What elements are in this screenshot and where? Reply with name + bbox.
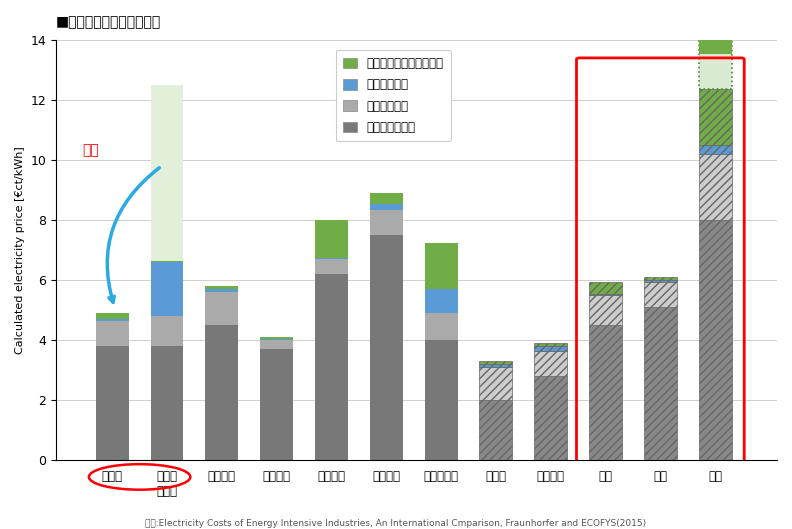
FancyBboxPatch shape [699,39,732,89]
Bar [370,193,403,204]
Bar [699,89,732,145]
Bar [699,154,732,220]
Bar [589,325,622,460]
Bar [479,400,512,460]
Bar [205,289,238,292]
Bar [644,277,677,280]
Bar [150,261,184,262]
Bar [589,295,622,325]
Bar [699,220,732,460]
Bar [96,346,128,460]
Bar [589,294,622,295]
Bar [644,307,677,460]
Legend: 再エネと環境関連賦課金, 税金と課徴金, 送配電コスト, 燃料調達コスト: 再エネと環境関連賦課金, 税金と課徴金, 送配電コスト, 燃料調達コスト [336,50,451,141]
Bar [205,286,238,289]
Bar [425,340,458,460]
Bar [479,364,512,367]
Bar [370,204,403,209]
Bar [535,351,567,376]
Bar [479,361,512,364]
Bar [261,340,293,349]
Bar [315,220,348,258]
Bar [370,235,403,460]
Bar [535,346,567,351]
Bar [315,274,348,460]
Bar [96,321,128,346]
Bar [644,280,677,281]
Bar [261,339,293,340]
Bar [205,325,238,460]
Bar [644,281,677,307]
Bar [150,85,184,460]
Bar [699,145,732,154]
Bar [425,243,458,289]
Bar [370,209,403,235]
Bar [150,316,184,346]
Y-axis label: Calculated electricity price [€ct/kWh]: Calculated electricity price [€ct/kWh] [15,147,25,354]
Bar [425,313,458,340]
Bar [479,367,512,400]
Bar [425,289,458,313]
Bar [535,376,567,460]
Text: 減免: 減免 [82,143,99,157]
Bar [535,343,567,346]
Bar [261,349,293,460]
Bar [261,338,293,339]
Bar [589,281,622,294]
Bar [315,258,348,259]
Bar [150,262,184,316]
Bar [150,346,184,460]
Bar [699,39,732,54]
Bar [315,259,348,274]
Bar [205,292,238,325]
Bar [96,313,128,319]
Text: 出典:Electricity Costs of Energy Intensive Industries, An International Cmparison,: 出典:Electricity Costs of Energy Intensive… [146,519,646,528]
Text: ■産業用電力料金への影響: ■産業用電力料金への影響 [56,15,162,29]
Bar [96,319,128,321]
